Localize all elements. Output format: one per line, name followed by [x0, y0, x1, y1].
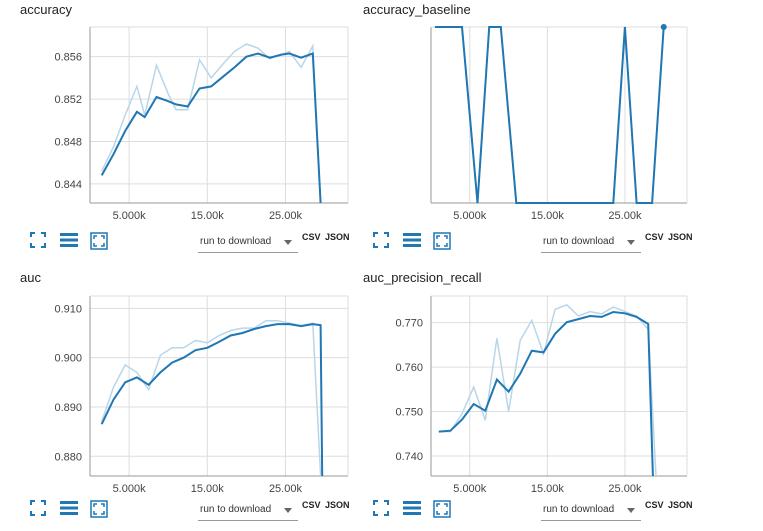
y-tick-label: 0.890	[54, 402, 82, 414]
y-tick-label: 0.740	[395, 451, 423, 463]
series-line	[434, 26, 665, 204]
x-tick-label: 5.000k	[113, 210, 147, 222]
csv-link[interactable]: CSV	[645, 232, 664, 242]
json-link[interactable]: JSON	[325, 500, 350, 510]
fit-icon[interactable]	[90, 500, 108, 518]
chart-plot: 5.000k 15.00k 25.00k 0.740 0.750 0.760 0.770	[395, 295, 688, 495]
x-tick-label: 25.00k	[269, 483, 303, 495]
lines-icon[interactable]	[60, 500, 78, 516]
json-link[interactable]: JSON	[668, 500, 693, 510]
series-line	[100, 323, 324, 477]
chart-panel: auc_precision_recall 5.000k 15.00k 25.00k 0.…	[343, 268, 723, 531]
series-raw-line	[100, 319, 322, 477]
chart-plot: 5.000k 15.00k 25.00k 0.844 0.848 0.852 0.856	[54, 26, 349, 222]
lines-icon[interactable]	[403, 500, 421, 516]
lines-icon[interactable]	[60, 232, 78, 248]
csv-link[interactable]: CSV	[302, 232, 321, 242]
chart-controls: run to download CSV JSON	[30, 500, 370, 522]
download-select[interactable]: run to download	[198, 232, 298, 253]
x-tick-label: 15.00k	[191, 483, 225, 495]
x-tick-label: 5.000k	[453, 210, 487, 222]
y-tick-label: 0.844	[54, 179, 82, 191]
y-tick-label: 0.852	[54, 94, 82, 106]
y-tick-label: 0.770	[395, 318, 423, 330]
chart-panel: auc 5.000k 15.00k 25.00k 0.880 0.890 0.900 0.91…	[0, 268, 380, 531]
chart-plot: 5.000k 15.00k 25.00k	[430, 24, 688, 222]
download-select-label: run to download	[543, 504, 615, 515]
chart-controls: run to download CSV JSON	[373, 500, 713, 522]
x-tick-label: 25.00k	[608, 210, 642, 222]
y-tick-label: 0.880	[54, 451, 82, 463]
csv-link[interactable]: CSV	[302, 500, 321, 510]
series-line	[100, 52, 322, 204]
chart-title: auc_precision_recall	[363, 270, 482, 285]
fit-icon[interactable]	[90, 232, 108, 250]
x-tick-label: 5.000k	[113, 483, 147, 495]
lines-icon[interactable]	[403, 232, 421, 248]
expand-icon[interactable]	[30, 500, 46, 516]
chart-plot: 5.000k 15.00k 25.00k 0.880 0.890 0.900 0.910	[54, 295, 349, 495]
chevron-down-icon	[284, 508, 292, 513]
fit-icon[interactable]	[433, 500, 451, 518]
expand-icon[interactable]	[30, 232, 46, 248]
x-tick-label: 5.000k	[453, 483, 487, 495]
y-tick-label: 0.750	[395, 407, 423, 419]
x-tick-label: 25.00k	[608, 483, 642, 495]
series-raw-line	[101, 43, 322, 204]
expand-icon[interactable]	[373, 500, 389, 516]
series-raw-line	[438, 304, 657, 477]
chart-panel: accuracy 5.000k 15.00k 25.00k 0.844 0.848 0.85…	[0, 0, 380, 263]
y-tick-label: 0.760	[395, 362, 423, 374]
y-tick-label: 0.848	[54, 137, 82, 149]
series-line	[438, 310, 654, 477]
csv-link[interactable]: CSV	[645, 500, 664, 510]
json-link[interactable]: JSON	[668, 232, 693, 242]
download-select[interactable]: run to download	[541, 232, 641, 253]
y-tick-label: 0.856	[54, 52, 82, 64]
x-tick-label: 15.00k	[191, 210, 225, 222]
series-end-point	[660, 24, 667, 30]
x-tick-label: 15.00k	[531, 210, 565, 222]
download-select-label: run to download	[200, 504, 272, 515]
chart-panel: accuracy_baseline 5.000k 15.00k 25.00k run t…	[343, 0, 723, 263]
download-select[interactable]: run to download	[198, 500, 298, 521]
expand-icon[interactable]	[373, 232, 389, 248]
x-tick-label: 25.00k	[269, 210, 303, 222]
chart-controls: run to download CSV JSON	[30, 232, 370, 254]
chart-title: accuracy	[20, 2, 73, 17]
chevron-down-icon	[284, 240, 292, 245]
download-select-label: run to download	[200, 236, 272, 247]
chevron-down-icon	[627, 508, 635, 513]
chart-title: accuracy_baseline	[363, 2, 471, 17]
fit-icon[interactable]	[433, 232, 451, 250]
download-select-label: run to download	[543, 236, 615, 247]
x-tick-label: 15.00k	[531, 483, 565, 495]
chart-controls: run to download CSV JSON	[373, 232, 713, 254]
y-tick-label: 0.900	[54, 353, 82, 365]
download-select[interactable]: run to download	[541, 500, 641, 521]
chart-title: auc	[20, 270, 41, 285]
chevron-down-icon	[627, 240, 635, 245]
y-tick-label: 0.910	[54, 303, 82, 315]
json-link[interactable]: JSON	[325, 232, 350, 242]
